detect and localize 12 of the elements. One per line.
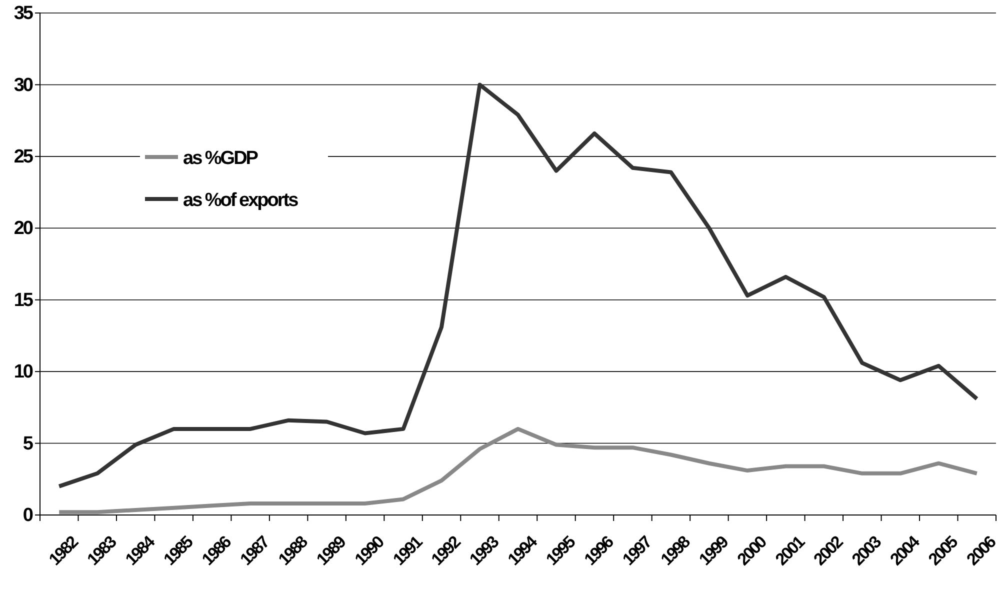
legend-label: as %of exports — [183, 190, 298, 211]
y-tick-label: 15 — [14, 290, 34, 311]
y-tick-label: 5 — [22, 433, 34, 454]
y-tick-label: 20 — [14, 218, 33, 240]
legend-label: as %GDP — [183, 148, 259, 169]
line-series — [57, 426, 979, 514]
y-tick-label: 25 — [14, 146, 34, 168]
y-tick-label: 35 — [14, 3, 34, 24]
y-tick-label: 30 — [14, 74, 33, 96]
y-tick-label: 10 — [14, 362, 33, 383]
line-series — [57, 82, 979, 488]
y-tick-label: 0 — [22, 505, 33, 526]
